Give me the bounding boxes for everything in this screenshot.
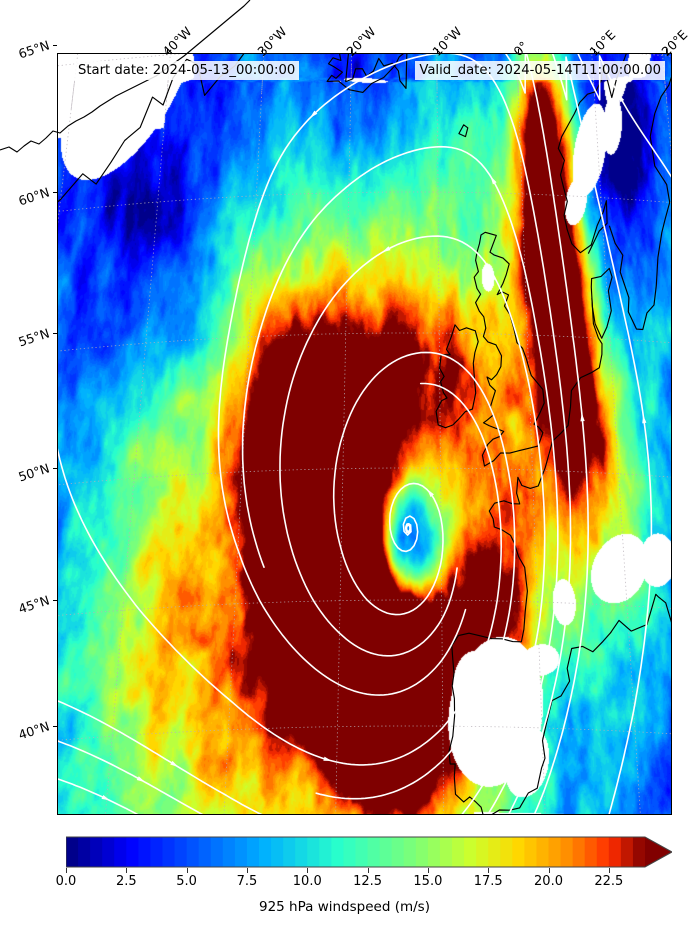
lat-tick-label-5: 40°N <box>16 718 52 743</box>
colorbar-tick <box>246 868 248 873</box>
colorbar-tick-label-4: 10.0 <box>292 874 322 889</box>
colorbar-tick <box>548 868 550 873</box>
colorbar-tick <box>307 868 309 873</box>
colorbar-tick <box>488 868 490 873</box>
lat-tick-label-2: 55°N <box>16 325 52 350</box>
colorbar-gradient <box>66 836 672 868</box>
lon-tick <box>594 49 595 53</box>
colorbar-tick-label-8: 20.0 <box>534 874 563 889</box>
lat-tick <box>53 45 57 46</box>
colorbar-tick <box>427 868 429 873</box>
streamlines-overlay <box>57 53 672 815</box>
lon-tick <box>437 49 438 53</box>
colorbar-tick <box>66 868 67 873</box>
colorbar-tick <box>186 868 188 873</box>
colorbar-title: 925 hPa windspeed (m/s) <box>259 899 430 915</box>
lat-tick-label-0: 65°N <box>16 37 52 62</box>
lon-tick <box>351 49 352 53</box>
colorbar-tick-label-5: 12.5 <box>353 874 383 889</box>
start-date-annotation: Start date: 2024-05-13_00:00:00 <box>74 61 300 81</box>
colorbar-tick-label-6: 15.0 <box>413 874 443 889</box>
lat-tick <box>53 192 57 193</box>
lat-tick-label-1: 60°N <box>16 184 52 209</box>
lon-tick <box>518 49 519 53</box>
colorbar-tick-label-3: 7.5 <box>236 874 258 889</box>
graticule-gridlines <box>57 53 672 815</box>
colorbar-tick-label-9: 22.5 <box>594 874 624 889</box>
lat-tick <box>53 333 57 334</box>
lon-tick <box>666 49 667 53</box>
colorbar: 0.0 2.5 5.0 7.5 10.0 12.5 15.0 17.5 20.0 22.5 <box>56 836 672 889</box>
lon-tick <box>167 49 168 53</box>
colorbar-tick <box>367 868 369 873</box>
colorbar-tick-label-1: 2.5 <box>115 874 137 889</box>
colorbar-tick-label-2: 5.0 <box>176 874 197 889</box>
lat-tick-label-4: 45°N <box>16 592 52 617</box>
colorbar-tick <box>608 868 610 873</box>
windspeed-field <box>57 53 672 815</box>
lat-tick-label-3: 50°N <box>16 460 52 485</box>
lon-tick <box>262 49 263 53</box>
valid-date-annotation: Valid_date: 2024-05-14T11:00:00.00 <box>415 61 665 81</box>
colorbar-tick <box>126 868 128 873</box>
colorbar-tick-label-7: 17.5 <box>473 874 503 889</box>
lat-tick <box>53 468 57 469</box>
lat-tick <box>53 726 57 727</box>
lat-tick <box>53 600 57 601</box>
colorbar-tick-label-0: 0.0 <box>55 874 77 889</box>
map-panel <box>57 53 672 815</box>
